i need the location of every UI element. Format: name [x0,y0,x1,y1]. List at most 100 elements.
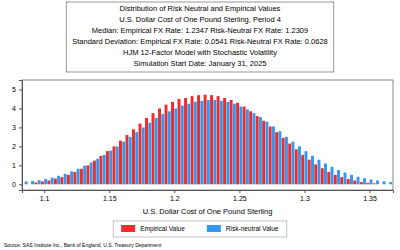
bar [129,137,132,184]
bar [243,107,246,185]
bar [262,121,265,185]
legend-box [113,221,287,237]
bar [357,177,360,185]
bar [197,95,200,184]
legend-swatch [207,225,221,232]
bar [226,102,229,185]
bar [207,100,210,184]
bar [178,99,181,184]
x-axis-title: U.S. Dollar Cost of One Pound Sterling [143,207,273,216]
bar [135,132,138,184]
title: Distribution of Risk Neutral and Empiric… [120,4,281,13]
bar [83,166,86,185]
bar [301,155,304,184]
bar [187,104,190,185]
bar [350,175,353,184]
bar [152,113,155,184]
bar [363,178,366,184]
series [34,95,375,185]
bar [165,105,168,185]
legend-label: Risk-neutral Value [226,225,279,232]
bar [366,183,369,185]
bar [233,104,236,185]
bar [122,142,125,185]
bar [174,108,177,184]
bar [44,179,47,184]
bar [57,176,60,185]
bar [47,181,50,185]
bars [25,95,392,185]
bar [272,126,275,184]
subtitle: U.S. Dollar Cost of One Pound Sterling, … [119,15,281,24]
bar [344,173,347,185]
bar [383,181,386,184]
legend-items: Empirical Value Risk-neutral Value [121,225,279,233]
legend: Empirical Value Risk-neutral Value [113,221,287,237]
y-tick-mark [19,146,22,147]
bar [386,184,389,185]
bar [220,101,223,184]
x-tick: 1.35 [363,190,377,202]
bar [370,180,373,185]
bar [106,151,109,184]
x-axis-line [23,191,394,194]
bar [291,142,294,185]
y-tick: 5 [12,86,22,93]
subtitle: Median: Empirical FX Rate: 1.2347 Risk-N… [92,26,308,35]
x-tick-label: 1.35 [363,195,377,202]
bar [194,102,197,185]
y-tick-label: 0 [12,181,16,188]
y-axis-line [19,81,23,191]
legend-item: Risk-neutral Value [207,225,279,232]
x-axis: 1.11.151.21.251.31.35 [23,190,394,202]
bar [278,131,281,184]
bar [103,155,106,184]
bar [96,159,99,185]
plot-area [22,80,393,190]
bar [269,126,272,184]
bar [93,161,96,185]
chart: Distribution of Risk Neutral and Empiric… [0,0,400,250]
y-tick-mark [19,165,22,166]
bar [161,114,164,184]
plot-frame [22,80,393,190]
bar [54,179,57,185]
bar [252,113,255,184]
x-tick-label: 1.1 [40,195,50,202]
subtitle: Simulation Start Date: January 31, 2025 [134,59,267,68]
bar [373,183,376,185]
y-tick-mark [19,89,22,90]
x-tick-mark [44,190,45,193]
bar [308,160,311,185]
legend-swatch [121,225,135,232]
bar [213,100,216,184]
x-tick: 1.25 [233,190,247,202]
bar [204,95,207,185]
bar [70,171,73,184]
bar [112,146,115,184]
y-axis: 012345 [12,81,22,191]
bar [119,141,122,185]
bar [41,181,44,184]
title-box [66,2,334,72]
bar [148,123,151,185]
bar [139,124,142,185]
bar [360,182,363,184]
x-tick-label: 1.25 [233,195,247,202]
legend-item: Empirical Value [121,225,185,233]
bar [181,106,184,185]
x-tick-label: 1.2 [170,195,180,202]
bar [51,178,54,185]
bar [230,100,233,184]
bar [171,102,174,185]
y-tick-label: 1 [12,162,16,169]
source-note: Source: SAS Institute Inc., Bank of Engl… [4,242,162,248]
series [25,100,392,184]
bar [340,177,343,184]
x-tick-label: 1.3 [300,195,310,202]
bar [210,95,213,184]
y-tick: 2 [12,143,22,150]
y-tick: 0 [12,181,22,188]
bar [145,118,148,184]
y-tick: 1 [12,162,22,169]
